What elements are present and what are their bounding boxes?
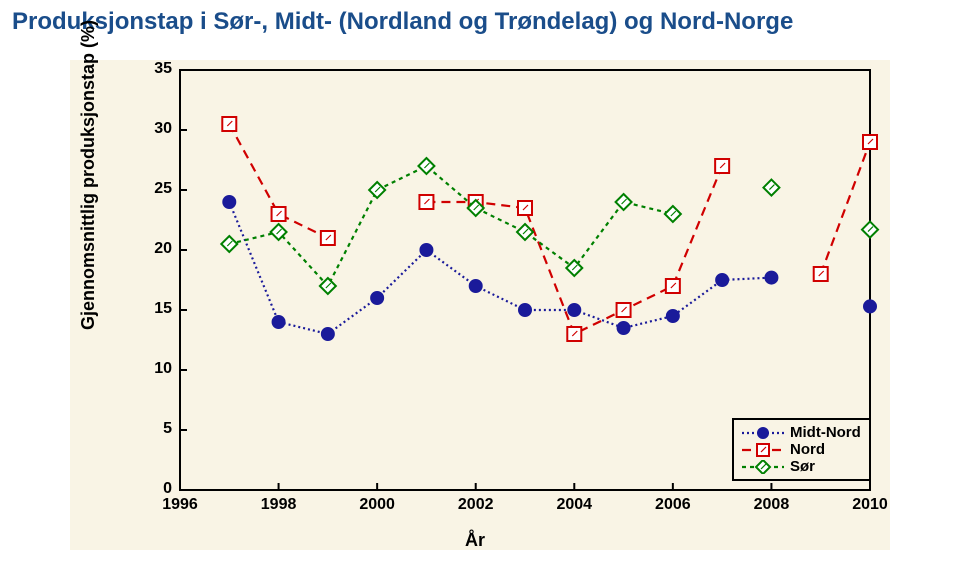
legend-label: Midt-Nord	[790, 424, 861, 441]
y-tick: 5	[142, 420, 172, 438]
x-tick: 2008	[746, 496, 796, 514]
x-tick: 2010	[845, 496, 895, 514]
x-tick: 2002	[451, 496, 501, 514]
y-tick: 35	[142, 60, 172, 78]
x-tick: 2000	[352, 496, 402, 514]
y-tick: 30	[142, 120, 172, 138]
legend-item: Sør	[742, 458, 861, 475]
legend-item: Nord	[742, 441, 861, 458]
legend-label: Nord	[790, 441, 825, 458]
legend: Midt-NordNordSør	[732, 418, 871, 481]
legend-label: Sør	[790, 458, 815, 475]
x-tick: 2006	[648, 496, 698, 514]
y-tick: 20	[142, 240, 172, 258]
y-tick: 25	[142, 180, 172, 198]
y-tick: 10	[142, 360, 172, 378]
legend-item: Midt-Nord	[742, 424, 861, 441]
y-tick: 15	[142, 300, 172, 318]
x-tick: 2004	[549, 496, 599, 514]
x-tick: 1998	[254, 496, 304, 514]
x-tick: 1996	[155, 496, 205, 514]
